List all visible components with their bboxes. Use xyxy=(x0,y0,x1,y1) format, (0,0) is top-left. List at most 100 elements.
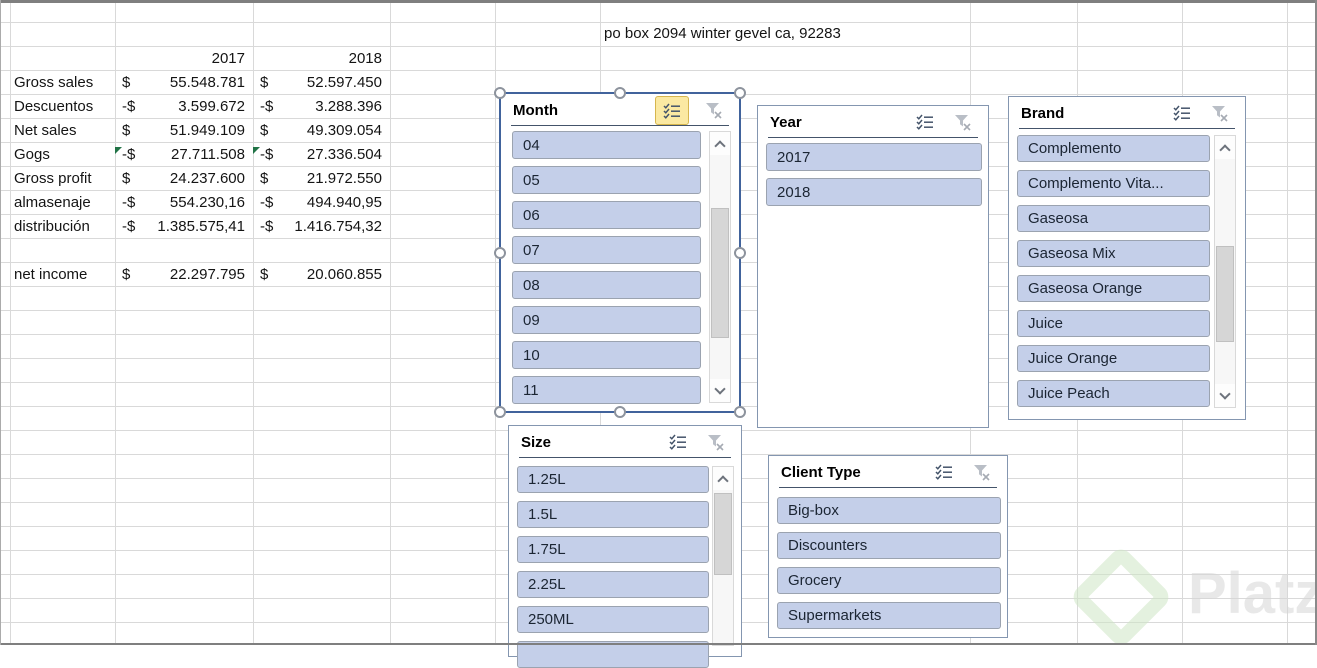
row-label[interactable]: Gogs xyxy=(14,145,50,163)
slicer-item[interactable] xyxy=(517,641,709,668)
clear-filter-button[interactable] xyxy=(703,430,729,454)
slicer-item[interactable]: 10 xyxy=(512,341,701,369)
slicer-item[interactable]: 09 xyxy=(512,306,701,334)
address-note-cell[interactable]: po box 2094 winter gevel ca, 92283 xyxy=(604,25,841,42)
cell-2018[interactable]: -$ 494.940,95 xyxy=(253,194,390,211)
row-label[interactable]: Gross profit xyxy=(14,169,92,187)
scroll-down-button[interactable] xyxy=(1215,384,1235,407)
cell-2018[interactable]: $52.597.450 xyxy=(253,74,390,91)
scrollbar-track[interactable] xyxy=(713,490,733,645)
slicer-item[interactable]: Discounters xyxy=(777,532,1001,559)
slicer-item[interactable]: Complemento xyxy=(1017,135,1210,162)
selection-handle[interactable] xyxy=(734,87,746,99)
row-label[interactable]: Descuentos xyxy=(14,97,94,115)
slicer-item[interactable]: 11 xyxy=(512,376,701,404)
scroll-up-button[interactable] xyxy=(710,132,730,155)
slicer-item[interactable]: Big-box xyxy=(777,497,1001,524)
slicer-item[interactable]: Supermarkets xyxy=(777,602,1001,629)
row-label[interactable]: Gross sales xyxy=(14,73,94,91)
cell-2018[interactable]: -$ 27.336.504 xyxy=(253,146,390,163)
scrollbar-track[interactable] xyxy=(1215,159,1235,384)
row-label[interactable]: almasenaje xyxy=(14,193,91,211)
slicer-item[interactable]: 1.75L xyxy=(517,536,709,563)
year-header-2018[interactable]: 2018 xyxy=(348,49,382,67)
month-slicer[interactable]: Month 04 05 06 07 08 09 10 11 xyxy=(494,87,746,418)
year-slicer[interactable]: Year 2017 2018 xyxy=(757,105,989,428)
scrollbar[interactable] xyxy=(709,131,731,403)
multiselect-icon xyxy=(935,464,952,480)
scrollbar-thumb[interactable] xyxy=(1216,246,1234,342)
clear-filter-button[interactable] xyxy=(950,110,976,134)
row-label[interactable]: distribución xyxy=(14,217,90,235)
slicer-item[interactable]: Gaseosa xyxy=(1017,205,1210,232)
slicer-item[interactable]: Juice Orange xyxy=(1017,345,1210,372)
slicer-item[interactable]: 07 xyxy=(512,236,701,264)
row-label[interactable]: Net sales xyxy=(14,121,77,139)
cell-2018[interactable]: $20.060.855 xyxy=(253,266,390,283)
slicer-item[interactable]: 06 xyxy=(512,201,701,229)
gridline-column xyxy=(495,0,496,645)
row-label[interactable]: net income xyxy=(14,265,88,283)
scrollbar[interactable] xyxy=(712,466,734,646)
slicer-item[interactable]: Gaseosa Mix xyxy=(1017,240,1210,267)
client-type-slicer[interactable]: Client Type Big-box Discounters Grocery … xyxy=(768,455,1008,638)
scroll-up-button[interactable] xyxy=(1215,136,1235,159)
cell-value: 1.416.754,32 xyxy=(294,217,382,235)
multiselect-button[interactable] xyxy=(912,110,938,134)
scrollbar-thumb[interactable] xyxy=(714,493,732,575)
slicer-item[interactable]: 250ML xyxy=(517,606,709,633)
scrollbar-thumb[interactable] xyxy=(711,208,729,338)
cell-2017[interactable]: -$ 554.230,16 xyxy=(115,194,253,211)
slicer-item[interactable]: 2017 xyxy=(766,143,982,171)
cell-2018[interactable]: $21.972.550 xyxy=(253,170,390,187)
cell-2018[interactable]: -$ 3.288.396 xyxy=(253,98,390,115)
slicer-item[interactable]: Juice xyxy=(1017,310,1210,337)
clear-filter-button[interactable] xyxy=(1207,101,1233,125)
scroll-up-button[interactable] xyxy=(713,467,733,490)
selection-handle[interactable] xyxy=(614,406,626,418)
scroll-down-button[interactable] xyxy=(710,379,730,402)
cell-2017[interactable]: -$ 3.599.672 xyxy=(115,98,253,115)
chevron-up-icon xyxy=(1219,143,1231,156)
selection-handle[interactable] xyxy=(734,406,746,418)
cell-2017[interactable]: $24.237.600 xyxy=(115,170,253,187)
multiselect-icon xyxy=(669,434,686,450)
scrollbar[interactable] xyxy=(1214,135,1236,408)
selection-handle[interactable] xyxy=(734,246,746,259)
slicer-item[interactable]: 08 xyxy=(512,271,701,299)
year-header-2017[interactable]: 2017 xyxy=(211,49,245,67)
multiselect-button[interactable] xyxy=(931,460,957,484)
clear-filter-button[interactable] xyxy=(969,460,995,484)
multiselect-button[interactable] xyxy=(665,430,691,454)
cell-2017[interactable]: -$ 27.711.508 xyxy=(115,146,253,163)
slicer-item[interactable]: Grocery xyxy=(777,567,1001,594)
currency-sign: -$ xyxy=(122,145,136,163)
slicer-item[interactable]: Juice Peach xyxy=(1017,380,1210,407)
slicer-item[interactable]: 04 xyxy=(512,131,701,159)
slicer-item[interactable]: 1.5L xyxy=(517,501,709,528)
slicer-item[interactable]: 1.25L xyxy=(517,466,709,493)
scrollbar-track[interactable] xyxy=(710,155,730,379)
selection-handle[interactable] xyxy=(494,406,506,418)
selection-handle[interactable] xyxy=(614,87,626,99)
cell-2017[interactable]: $22.297.795 xyxy=(115,266,253,283)
cell-2017[interactable]: $51.949.109 xyxy=(115,122,253,139)
currency-sign: -$ xyxy=(260,193,274,211)
cell-2018[interactable]: -$ 1.416.754,32 xyxy=(253,218,390,235)
cell-2017[interactable]: $55.548.781 xyxy=(115,74,253,91)
cell-2017[interactable]: -$ 1.385.575,41 xyxy=(115,218,253,235)
selection-handle[interactable] xyxy=(494,87,506,99)
multiselect-button[interactable] xyxy=(1169,101,1195,125)
cell-2018[interactable]: $49.309.054 xyxy=(253,122,390,139)
multiselect-button[interactable] xyxy=(655,96,689,125)
slicer-item[interactable]: 2.25L xyxy=(517,571,709,598)
slicer-item[interactable]: 05 xyxy=(512,166,701,194)
slicer-item[interactable]: 2018 xyxy=(766,178,982,206)
slicer-item[interactable]: Complemento Vita... xyxy=(1017,170,1210,197)
slicer-item[interactable]: Gaseosa Orange xyxy=(1017,275,1210,302)
selection-handle[interactable] xyxy=(494,246,506,259)
brand-slicer[interactable]: Brand Complemento Complemento Vita... Ga… xyxy=(1008,96,1246,420)
size-slicer[interactable]: Size 1.25L 1.5L 1.75L 2.25L 250ML xyxy=(508,425,742,668)
clear-filter-button[interactable] xyxy=(701,98,727,122)
watermark: Platzi xyxy=(1068,544,1317,650)
